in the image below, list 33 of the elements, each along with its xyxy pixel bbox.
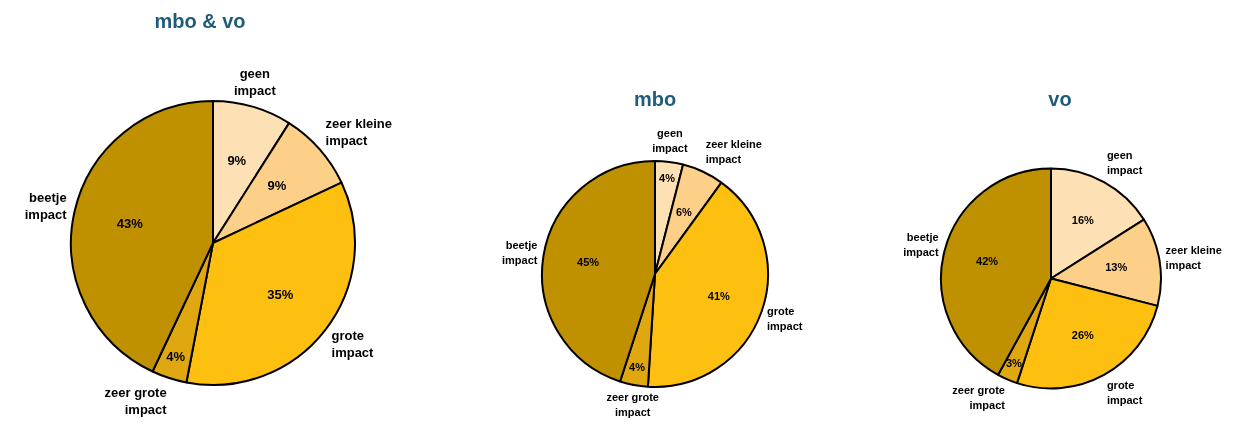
- slice-label: zeer grote impact: [606, 391, 659, 419]
- data-label: 3%: [1005, 357, 1023, 370]
- data-label: 16%: [1071, 213, 1095, 226]
- chart-title: mbo: [633, 87, 677, 110]
- data-label: 35%: [267, 286, 294, 302]
- chart-title: mbo & vo: [154, 9, 246, 32]
- slice-label: geen impact: [1106, 149, 1143, 177]
- data-label: 13%: [1105, 261, 1128, 274]
- slice-label: beetje impact: [24, 189, 68, 222]
- data-label: 4%: [629, 361, 646, 374]
- data-label: 9%: [227, 152, 247, 168]
- slice-label: geen impact: [652, 126, 688, 154]
- data-label: 6%: [675, 205, 693, 218]
- slice-label: beetje impact: [903, 231, 939, 259]
- slice-label: grote impact: [331, 328, 375, 361]
- data-label: 26%: [1071, 329, 1095, 342]
- slice-label: zeer kleine impact: [325, 115, 393, 148]
- slice-label: geen impact: [233, 65, 277, 98]
- data-label: 42%: [976, 255, 999, 268]
- chart-title: vo: [1048, 87, 1072, 110]
- slice-label: zeer kleine impact: [1165, 243, 1222, 271]
- data-label: 9%: [267, 178, 287, 194]
- slice-label: zeer grote impact: [104, 384, 168, 417]
- data-label: 4%: [659, 171, 676, 184]
- slice-label: zeer kleine impact: [705, 138, 762, 166]
- slice-label: zeer grote impact: [952, 384, 1006, 412]
- data-label: 45%: [577, 256, 600, 269]
- slice-label: grote impact: [766, 304, 803, 332]
- slice-label: grote impact: [1106, 378, 1143, 406]
- data-label: 4%: [166, 349, 186, 365]
- data-label: 43%: [116, 215, 144, 231]
- data-label: 41%: [707, 290, 731, 302]
- slice-label: beetje impact: [502, 238, 538, 266]
